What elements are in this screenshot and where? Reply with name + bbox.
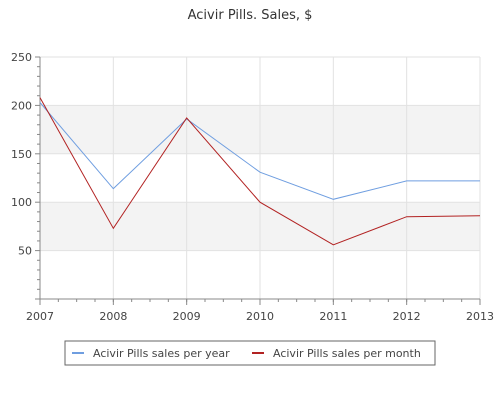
series-line-1 bbox=[39, 102, 480, 200]
x-tick-label: 2012 bbox=[393, 310, 421, 323]
series-layer bbox=[39, 97, 481, 246]
x-tick-label: 2011 bbox=[319, 310, 347, 323]
y-tick-label: 150 bbox=[11, 148, 32, 161]
legend-label: Acivir Pills sales per month bbox=[273, 347, 421, 360]
y-tick-label: 250 bbox=[11, 51, 32, 64]
y-tick-label: 200 bbox=[11, 99, 32, 112]
grid bbox=[40, 56, 481, 299]
x-tick-label: 2010 bbox=[246, 310, 274, 323]
legend-box bbox=[64, 340, 436, 366]
legend-label: Acivir Pills sales per year bbox=[93, 347, 230, 360]
x-tick-label: 2009 bbox=[173, 310, 201, 323]
chart-title: Acivir Pills. Sales, $ bbox=[188, 8, 313, 23]
x-tick-label: 2013 bbox=[466, 310, 494, 323]
y-tick-label: 50 bbox=[18, 245, 32, 258]
y-tick-label: 100 bbox=[11, 196, 32, 209]
series-line-2 bbox=[39, 97, 481, 246]
x-tick-label: 2008 bbox=[99, 310, 127, 323]
legend: Acivir Pills sales per year Acivir Pills … bbox=[64, 340, 436, 366]
axes: 50 100 150 200 250 2007 2008 2009 2010 2011 2012 20… bbox=[11, 51, 494, 323]
x-tick-label: 2007 bbox=[26, 310, 54, 323]
